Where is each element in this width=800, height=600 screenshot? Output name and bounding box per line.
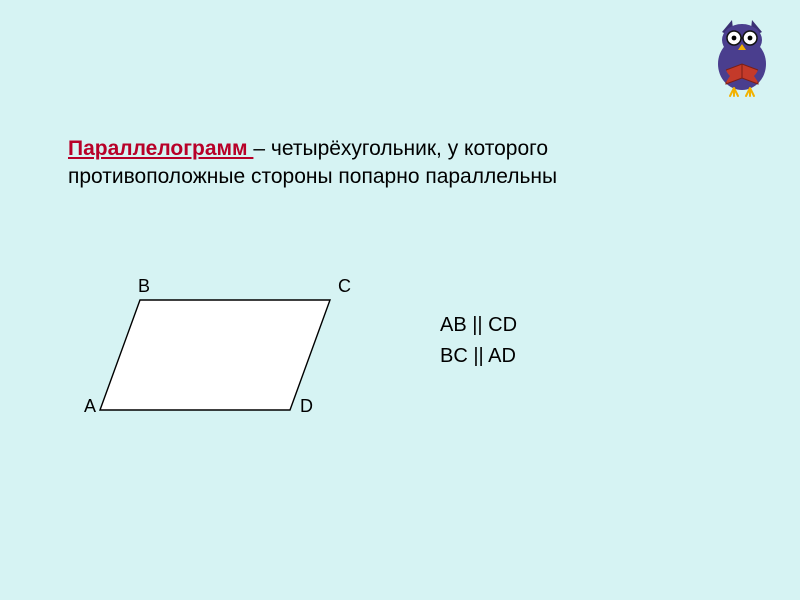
vertex-label-c: C	[338, 276, 351, 297]
parallelogram-shape	[100, 300, 330, 410]
term-word: Параллелограмм	[68, 137, 253, 160]
vertex-label-d: D	[300, 396, 313, 417]
owl-icon	[702, 18, 782, 98]
relation-line-2: BC || AD	[440, 341, 517, 372]
relation-line-1: AB || CD	[440, 310, 517, 341]
vertex-label-a: A	[84, 396, 96, 417]
parallelogram-figure: A B C D	[80, 280, 360, 440]
definition-text: Параллелограмм – четырёхугольник, у кото…	[68, 135, 628, 192]
slide-root: Параллелограмм – четырёхугольник, у кото…	[0, 0, 800, 600]
parallel-relations: AB || CD BC || AD	[440, 310, 517, 372]
vertex-label-b: B	[138, 276, 150, 297]
